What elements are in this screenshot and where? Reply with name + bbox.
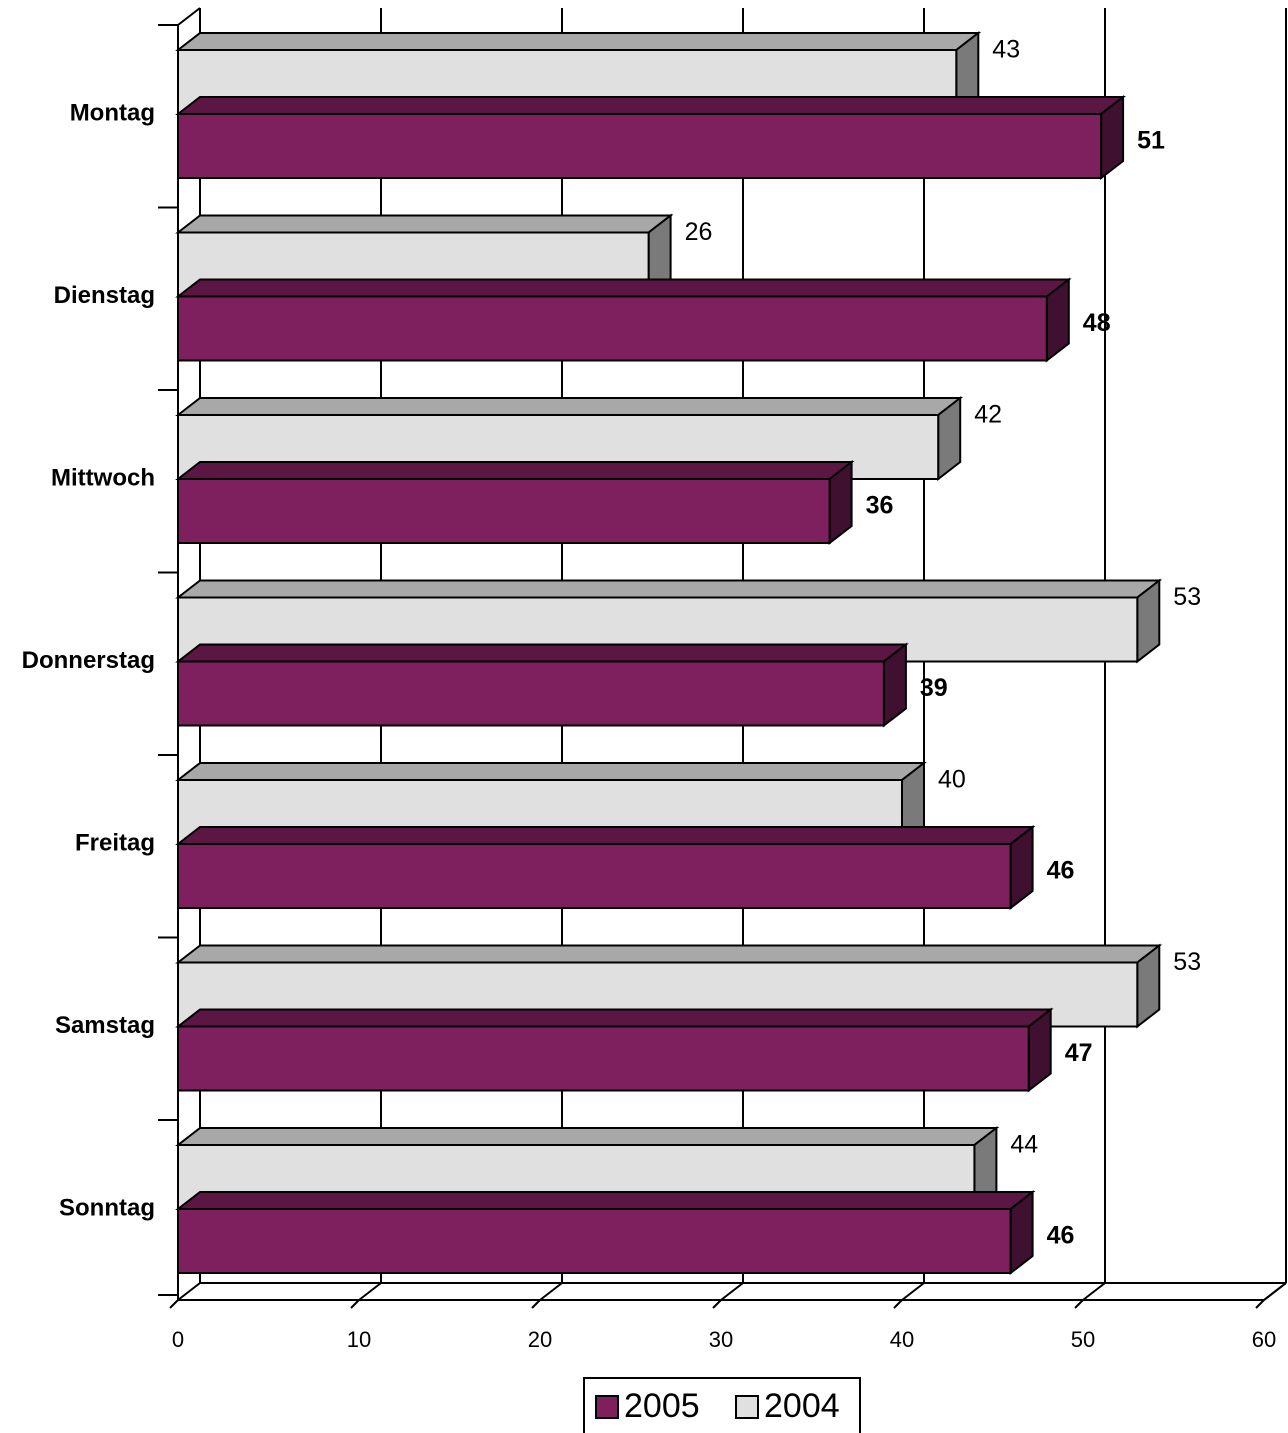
x-tick-label: 10: [347, 1327, 371, 1352]
x-tick: [350, 1299, 360, 1309]
floor-gridline: [1082, 1282, 1106, 1301]
x-tick: [712, 1299, 722, 1309]
bar-2005-montag: [177, 113, 1103, 179]
bar-2005-donnerstag-top: [175, 643, 909, 663]
data-label-2004: 53: [1173, 948, 1201, 976]
x-tick: [1074, 1299, 1084, 1309]
data-label-2005: 46: [1047, 1222, 1075, 1250]
floor-gridline: [1263, 1282, 1287, 1301]
bar-2004-freitag-top: [175, 762, 927, 781]
legend-swatch-2005: [595, 1395, 619, 1419]
x-tick: [169, 1299, 179, 1309]
category-label: Freitag: [75, 829, 155, 856]
data-label-2004: 53: [1173, 583, 1201, 611]
bar-2004-montag-top: [175, 32, 982, 51]
data-label-2005: 39: [920, 674, 948, 702]
floor-gridline: [901, 1282, 925, 1301]
bar-2004-dienstag-top: [175, 214, 674, 234]
data-label-2004: 40: [938, 766, 966, 794]
x-tick-label: 40: [890, 1327, 914, 1352]
x-tick: [531, 1299, 541, 1309]
wall-edge-top: [177, 7, 201, 26]
data-label-2005: 48: [1083, 309, 1111, 337]
x-tick-label: 0: [172, 1327, 184, 1352]
x-tick-label: 20: [528, 1327, 552, 1352]
bar-2005-montag-top: [175, 96, 1127, 115]
x-tick: [893, 1299, 903, 1309]
legend-label-2004: 2004: [764, 1387, 840, 1425]
legend-label-2005: 2005: [624, 1387, 700, 1425]
category-label: Montag: [70, 99, 155, 126]
bar-2004-sonntag-top: [175, 1127, 1000, 1146]
legend-box: [583, 1377, 861, 1433]
bars: [175, 30, 1163, 1276]
data-label-2004: 43: [992, 36, 1020, 64]
labels: 43 51 26 48 42 36 53 39 40 46 53 47 44 46 Montag Dienst…: [22, 36, 1277, 1352]
axes: [158, 24, 1265, 1309]
legend: 2005 2004: [583, 1377, 861, 1433]
bar-2005-freitag: [177, 843, 1012, 909]
bar-2005-samstag-top: [175, 1008, 1054, 1028]
category-label: Sonntag: [59, 1194, 155, 1221]
data-label-2004: 26: [685, 218, 713, 246]
floor-gridline: [720, 1282, 744, 1301]
legend-swatch-2004: [735, 1395, 759, 1419]
x-tick: [1255, 1299, 1265, 1309]
bar-2005-dienstag: [177, 295, 1048, 362]
bar-2005-mittwoch-top: [175, 461, 855, 480]
bar-2005-mittwoch: [177, 478, 831, 544]
bar-2005-sonntag: [177, 1208, 1012, 1274]
category-label: Samstag: [55, 1012, 155, 1039]
bar-2004-donnerstag-top: [175, 579, 1163, 599]
bar-2005-sonntag-top: [175, 1191, 1036, 1210]
data-label-2005: 51: [1137, 127, 1165, 155]
category-label: Dienstag: [54, 282, 155, 309]
x-tick-label: 60: [1252, 1327, 1276, 1352]
category-label: Donnerstag: [22, 647, 155, 674]
data-label-2004: 42: [974, 401, 1002, 429]
data-label-2005: 36: [866, 492, 894, 520]
category-label: Mittwoch: [51, 464, 155, 491]
bar-2005-dienstag-top: [175, 278, 1072, 298]
data-label-2004: 44: [1010, 1131, 1038, 1159]
x-tick-label: 30: [709, 1327, 733, 1352]
bar-2004-mittwoch-top: [175, 397, 964, 416]
x-tick-label: 50: [1071, 1327, 1095, 1352]
floor-gridline: [539, 1282, 563, 1301]
bar-2005-freitag-top: [175, 826, 1036, 845]
bar-2004-samstag-top: [175, 944, 1163, 964]
data-label-2005: 46: [1047, 857, 1075, 885]
floor-gridline: [177, 1282, 201, 1301]
bar-2005-samstag: [177, 1025, 1030, 1092]
bar-2005-donnerstag: [177, 660, 885, 727]
floor-gridline: [358, 1282, 382, 1301]
data-label-2005: 47: [1065, 1039, 1093, 1067]
